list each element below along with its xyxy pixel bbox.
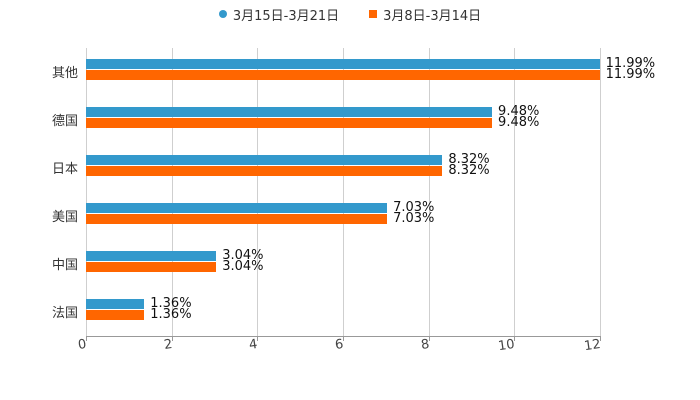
gridline <box>257 48 259 336</box>
data-label: 7.03% <box>393 211 435 226</box>
bar-previous-week[interactable] <box>86 262 217 272</box>
data-label: 9.48% <box>498 104 540 119</box>
data-label: 3.04% <box>222 259 264 274</box>
x-tick-label: 2 <box>162 337 174 354</box>
legend: 3月15日-3月21日 3月8日-3月14日 <box>0 4 700 24</box>
legend-label: 3月15日-3月21日 <box>232 8 340 24</box>
bar-current-week[interactable] <box>86 251 217 261</box>
bar-previous-week[interactable] <box>86 310 145 320</box>
data-label: 1.36% <box>150 296 192 311</box>
legend-item-0[interactable]: 3月15日-3月21日 <box>218 4 340 24</box>
category-label: 德国 <box>51 114 78 129</box>
x-tick <box>343 336 344 341</box>
bar-previous-week[interactable] <box>86 166 443 176</box>
category-label: 法国 <box>51 306 78 321</box>
gridline <box>428 48 430 336</box>
x-tick <box>171 336 173 341</box>
data-label: 8.32% <box>448 152 490 167</box>
x-tick-label: 10 <box>497 337 516 355</box>
legend-marker-icon <box>218 10 227 18</box>
gridline <box>600 48 601 336</box>
x-tick <box>428 336 430 341</box>
bar-previous-week[interactable] <box>86 70 600 80</box>
category-label: 美国 <box>51 210 78 225</box>
gridline <box>171 48 173 336</box>
data-label: 9.48% <box>498 115 540 130</box>
bar-previous-week[interactable] <box>86 214 388 224</box>
plot-area: 11.99% 11.99% 9.48% 9.48% 8.32% 8.32% 7.03% 7.0… <box>86 48 655 341</box>
data-label: 3.04% <box>222 248 264 263</box>
data-label: 7.03% <box>393 200 435 215</box>
bar-current-week[interactable] <box>86 155 443 165</box>
y-axis <box>86 48 87 336</box>
category-label: 其他 <box>51 66 78 81</box>
data-label: 8.32% <box>448 163 490 178</box>
bar-current-week[interactable] <box>86 107 493 117</box>
x-tick <box>86 336 87 341</box>
legend-label: 3月8日-3月14日 <box>383 8 482 24</box>
bar-previous-week[interactable] <box>86 118 493 128</box>
data-label: 1.36% <box>150 307 192 322</box>
legend-marker-icon <box>369 10 378 18</box>
x-axis <box>86 336 600 337</box>
x-tick-label: 8 <box>419 337 431 354</box>
gridline <box>514 48 516 336</box>
x-tick <box>514 336 516 341</box>
gridline <box>343 48 344 336</box>
x-tick <box>257 336 259 341</box>
data-label: 11.99% <box>605 67 656 82</box>
x-tick <box>600 336 601 341</box>
legend-item-1[interactable]: 3月8日-3月14日 <box>369 4 481 24</box>
category-label: 日本 <box>51 162 78 177</box>
data-label: 11.99% <box>605 56 656 71</box>
category-label: 中国 <box>51 258 78 273</box>
x-tick-label: 12 <box>583 337 602 355</box>
bar-current-week[interactable] <box>86 299 145 309</box>
bar-current-week[interactable] <box>86 59 600 69</box>
bar-current-week[interactable] <box>86 203 388 213</box>
